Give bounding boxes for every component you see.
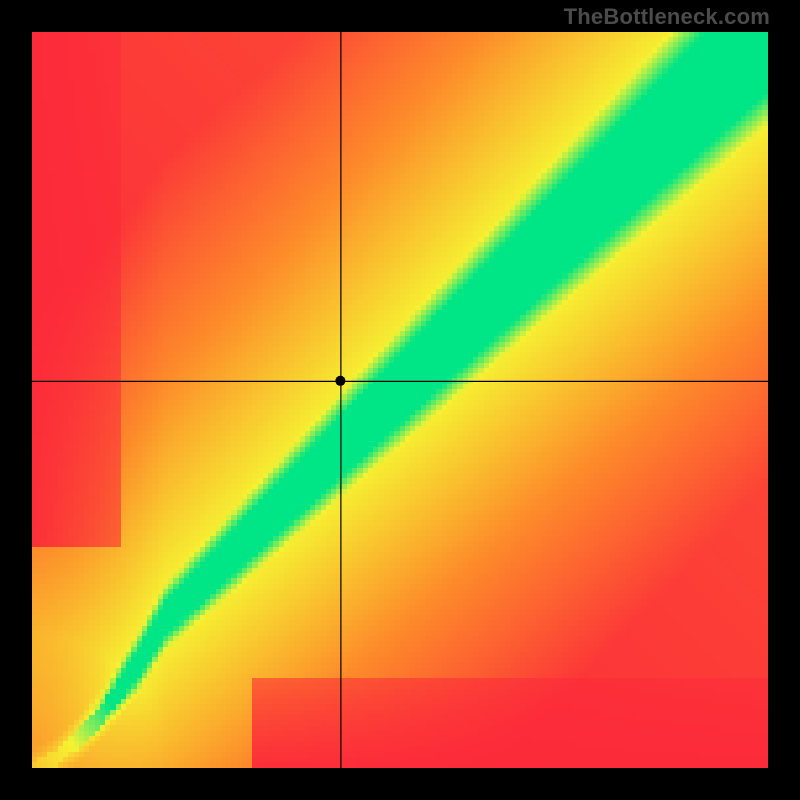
watermark-text: TheBottleneck.com	[564, 4, 770, 30]
chart-container: TheBottleneck.com	[0, 0, 800, 800]
bottleneck-heatmap	[32, 32, 768, 768]
